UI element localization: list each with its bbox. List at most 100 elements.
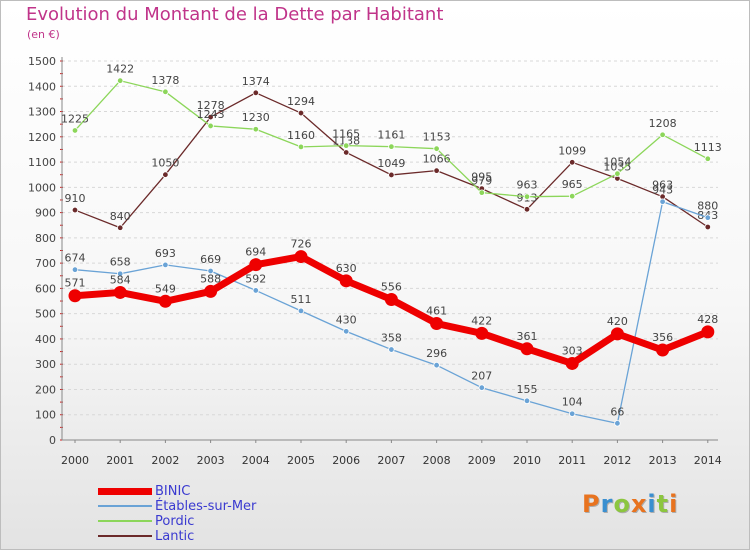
data-label-lantic: 1035: [603, 160, 631, 173]
data-label-etables-sur-mer: 296: [426, 347, 447, 360]
x-tick-label: 2013: [649, 454, 677, 467]
x-tick-label: 2012: [603, 454, 631, 467]
data-point-lantic: [388, 171, 395, 179]
data-point-etables-sur-mer: [252, 287, 259, 294]
x-tick-label: 2011: [558, 454, 586, 467]
data-label-etables-sur-mer: 155: [517, 383, 538, 396]
data-point-binic: [701, 325, 715, 339]
data-label-pordic: 1153: [423, 131, 451, 144]
data-point-binic: [113, 285, 127, 299]
data-point-lantic: [297, 109, 305, 117]
data-label-pordic: 1422: [106, 63, 134, 76]
data-point-etables-sur-mer: [433, 362, 440, 369]
data-label-binic: 726: [291, 238, 312, 251]
x-tick-label: 2005: [287, 454, 315, 467]
y-tick-label: 1100: [28, 156, 56, 169]
data-point-binic: [475, 326, 489, 340]
proxiti-logo: Proxiti: [582, 490, 678, 518]
data-point-lantic: [523, 206, 531, 213]
data-point-pordic: [569, 192, 576, 200]
data-point-etables-sur-mer: [569, 410, 576, 417]
y-tick-label: 700: [35, 257, 56, 270]
data-label-etables-sur-mer: 674: [65, 252, 86, 265]
data-label-pordic: 1054: [603, 156, 631, 169]
data-label-lantic: 1138: [332, 134, 360, 147]
x-tick-label: 2001: [106, 454, 134, 467]
data-label-etables-sur-mer: 358: [381, 332, 402, 345]
data-label-binic: 422: [471, 314, 492, 327]
legend-swatch: [98, 520, 152, 522]
data-point-pordic: [252, 126, 259, 133]
data-point-pordic: [297, 143, 305, 151]
data-point-lantic: [433, 167, 440, 174]
data-label-pordic: 965: [562, 178, 583, 191]
y-tick-label: 200: [35, 383, 56, 396]
chart-subtitle: (en €): [27, 28, 60, 41]
data-label-binic: 588: [200, 272, 221, 285]
x-tick-label: 2010: [513, 454, 541, 467]
y-tick-label: 1000: [28, 181, 56, 194]
data-point-binic: [384, 293, 398, 307]
data-point-binic: [249, 258, 263, 272]
data-point-etables-sur-mer: [388, 346, 395, 353]
logo-letter: P: [582, 490, 601, 518]
data-point-etables-sur-mer: [478, 384, 485, 391]
logo-letter: o: [613, 490, 631, 518]
data-label-lantic: 995: [471, 171, 492, 184]
data-point-pordic: [71, 127, 79, 134]
data-point-pordic: [659, 131, 666, 138]
data-point-etables-sur-mer: [116, 270, 124, 277]
y-tick-label: 400: [35, 333, 56, 346]
legend-swatch: [98, 535, 152, 537]
data-label-binic: 584: [110, 273, 131, 286]
data-label-lantic: 1294: [287, 95, 315, 108]
data-point-binic: [204, 284, 218, 298]
legend-label: Pordic: [155, 514, 195, 529]
y-tick-label: 1300: [28, 106, 56, 119]
data-point-binic: [565, 356, 579, 370]
data-label-binic: 694: [245, 246, 266, 259]
data-label-pordic: 1230: [242, 111, 270, 124]
data-point-binic: [68, 289, 82, 303]
data-label-pordic: 1243: [197, 108, 225, 121]
x-tick-label: 2009: [468, 454, 496, 467]
data-label-lantic: 1374: [242, 75, 270, 88]
data-label-etables-sur-mer: 66: [610, 405, 624, 418]
data-point-lantic: [116, 224, 124, 231]
data-point-lantic: [252, 89, 259, 97]
y-tick-label: 300: [35, 358, 56, 371]
data-label-etables-sur-mer: 943: [652, 184, 673, 197]
data-label-pordic: 1161: [377, 129, 405, 142]
data-point-pordic: [704, 155, 711, 162]
data-point-lantic: [207, 113, 214, 121]
data-point-etables-sur-mer: [704, 214, 711, 221]
data-point-etables-sur-mer: [659, 198, 666, 205]
legend-label: BINIC: [155, 484, 191, 499]
data-label-etables-sur-mer: 658: [110, 256, 131, 269]
data-label-binic: 549: [155, 282, 176, 295]
legend-swatch: [98, 505, 152, 507]
data-point-pordic: [478, 189, 485, 196]
data-point-lantic: [569, 159, 576, 166]
data-point-etables-sur-mer: [162, 261, 169, 269]
logo-letter: t: [656, 490, 670, 518]
data-point-binic: [520, 342, 534, 356]
data-label-etables-sur-mer: 104: [562, 396, 583, 409]
x-tick-label: 2002: [151, 454, 179, 467]
data-point-etables-sur-mer: [523, 397, 531, 405]
data-label-binic: 556: [381, 281, 402, 294]
chart-title: Evolution du Montant de la Dette par Hab…: [26, 4, 444, 25]
x-tick-label: 2014: [694, 454, 722, 467]
x-tick-label: 2008: [423, 454, 451, 467]
data-point-pordic: [116, 77, 124, 84]
data-point-etables-sur-mer: [614, 420, 621, 427]
legend-label: Étables-sur-Mer: [155, 499, 257, 514]
data-label-binic: 303: [562, 344, 583, 357]
data-label-etables-sur-mer: 207: [471, 370, 492, 383]
data-label-pordic: 1165: [332, 128, 360, 141]
logo-letter: x: [630, 490, 648, 518]
data-label-lantic: 963: [652, 179, 673, 192]
data-point-lantic: [704, 223, 711, 231]
